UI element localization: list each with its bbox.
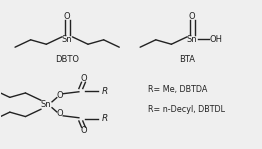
Text: O: O bbox=[64, 12, 70, 21]
Text: R= n-Decyl, DBTDL: R= n-Decyl, DBTDL bbox=[148, 105, 225, 114]
Text: R: R bbox=[102, 87, 108, 96]
Text: Sn: Sn bbox=[62, 35, 73, 44]
Text: Sn: Sn bbox=[187, 35, 198, 44]
Text: O: O bbox=[81, 74, 88, 83]
Text: R: R bbox=[102, 114, 108, 122]
Text: R= Me, DBTDA: R= Me, DBTDA bbox=[148, 85, 207, 94]
Text: DBTO: DBTO bbox=[55, 55, 79, 64]
Text: O: O bbox=[56, 91, 63, 100]
Text: OH: OH bbox=[210, 35, 223, 44]
Text: Sn: Sn bbox=[41, 100, 52, 109]
Text: O: O bbox=[189, 12, 195, 21]
Text: BTA: BTA bbox=[179, 55, 195, 64]
Text: O: O bbox=[81, 126, 88, 135]
Text: O: O bbox=[56, 109, 63, 118]
